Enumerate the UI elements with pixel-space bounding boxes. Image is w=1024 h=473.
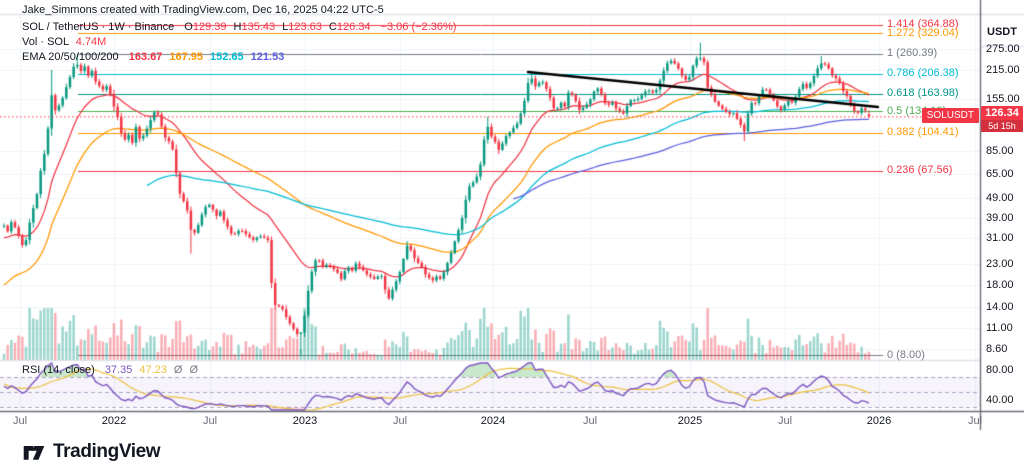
volume-legend-row[interactable]: Vol · SOL 4.74M — [22, 36, 106, 48]
tradingview-logo-icon — [23, 446, 45, 460]
price-tick-label: 275.00 — [986, 43, 1020, 55]
rsi-values: 37.35 47.23 Ø Ø — [98, 364, 198, 376]
rsi-value: 37.35 — [104, 364, 133, 376]
price-tick-label: 11.00 — [986, 321, 1013, 334]
ema-legend-row[interactable]: EMA 20/50/100/200 163.67 167.95 152.65 121.… — [22, 51, 284, 63]
ema-values: 163.67 167.95 152.65 121.53 — [122, 51, 285, 63]
rsi-empty-value: Ø — [189, 364, 198, 376]
ema-value: 121.53 — [250, 51, 285, 63]
volume-value: 4.74M — [75, 36, 107, 48]
symbol-title: SOL / TetherUS · 1W · Binance — [22, 21, 175, 33]
volume-label: Vol · SOL — [22, 36, 69, 48]
time-tick-label: Jul — [12, 415, 28, 427]
fib-level-label: 0.618 (163.98) — [887, 87, 959, 100]
fib-level-label: 0.382 (104.41) — [887, 126, 959, 139]
fib-level-label: 0 (8.00) — [887, 348, 925, 361]
price-tick-label: 18.00 — [986, 279, 1014, 292]
ohlc-token: L123.63 — [282, 21, 322, 33]
time-tick-label: 2023 — [292, 415, 318, 427]
last-price-value: 126.34 — [985, 107, 1019, 120]
price-tick-label: 85.00 — [986, 144, 1014, 157]
price-axis-currency: USDT — [987, 26, 1017, 38]
fib-level-label: 0.786 (206.38) — [887, 67, 959, 80]
price-tick-label: 39.00 — [986, 212, 1014, 225]
time-tick-label: Jul — [967, 415, 983, 427]
ohlc-token: O129.39 — [184, 21, 227, 33]
ema-value: 152.65 — [210, 51, 244, 63]
rsi-empty-value: Ø — [173, 364, 183, 376]
symbol-legend-row[interactable]: SOL / TetherUS · 1W · Binance O129.39 H13… — [22, 21, 456, 33]
price-tick-label: 14.00 — [986, 300, 1014, 313]
fib-level-label: 1.272 (329.04) — [887, 26, 959, 39]
time-tick-label: 2022 — [101, 415, 127, 427]
change-value: −3.06 (−2.36%) — [380, 21, 457, 33]
time-tick-label: Jul — [777, 415, 793, 427]
ema-label: EMA 20/50/100/200 — [22, 51, 119, 63]
time-tick-label: Jul — [392, 415, 408, 427]
fib-level-label: 1 (260.39) — [887, 47, 938, 60]
rsi-label: RSI (14, close) — [22, 364, 95, 376]
ohlc-token: C126.34 — [328, 21, 371, 33]
fib-level-label: 0.236 (67.56) — [887, 164, 953, 177]
ohlc-token: H135.43 — [233, 21, 276, 33]
price-tick-label: 23.00 — [986, 257, 1014, 270]
rsi-tick-label: 40.00 — [986, 393, 1014, 406]
time-tick-label: 2024 — [480, 415, 506, 427]
price-tick-label: 49.00 — [986, 192, 1014, 205]
fib-level-label: 0.5 (134.19) — [887, 104, 947, 117]
time-tick-label: Jul — [582, 415, 598, 427]
time-tick-label: Jul — [202, 415, 218, 427]
last-price-label: 126.34 5d 15h — [981, 106, 1023, 133]
price-tick-label: 155.00 — [986, 92, 1020, 105]
bar-countdown: 5d 15h — [981, 120, 1023, 133]
time-tick-label: 2025 — [677, 415, 703, 427]
rsi-legend-row[interactable]: RSI (14, close) 37.35 47.23 Ø Ø — [22, 364, 198, 376]
price-tick-label: 31.00 — [986, 232, 1014, 245]
ema-value: 167.95 — [169, 51, 204, 63]
last-price-symbol-badge: SOLUSDT — [921, 108, 979, 124]
price-tick-label: 215.00 — [986, 64, 1020, 77]
price-tick-label: 8.60 — [986, 343, 1008, 356]
attribution-text: Jake_Simmons created with TradingView.co… — [22, 4, 384, 16]
time-tick-label: 2026 — [866, 415, 892, 427]
rsi-tick-label: 80.00 — [986, 363, 1014, 376]
ema-value: 163.67 — [128, 51, 163, 63]
rsi-value: 47.23 — [139, 364, 167, 376]
tradingview-logo-text: TradingView — [53, 441, 161, 462]
tradingview-logo[interactable]: TradingView — [22, 440, 161, 464]
price-tick-label: 65.00 — [986, 167, 1014, 180]
fib-level-label: 1.414 (364.88) — [887, 18, 959, 30]
ohlc-values: O129.39 H135.43 L123.63 C126.34 — [177, 21, 370, 33]
